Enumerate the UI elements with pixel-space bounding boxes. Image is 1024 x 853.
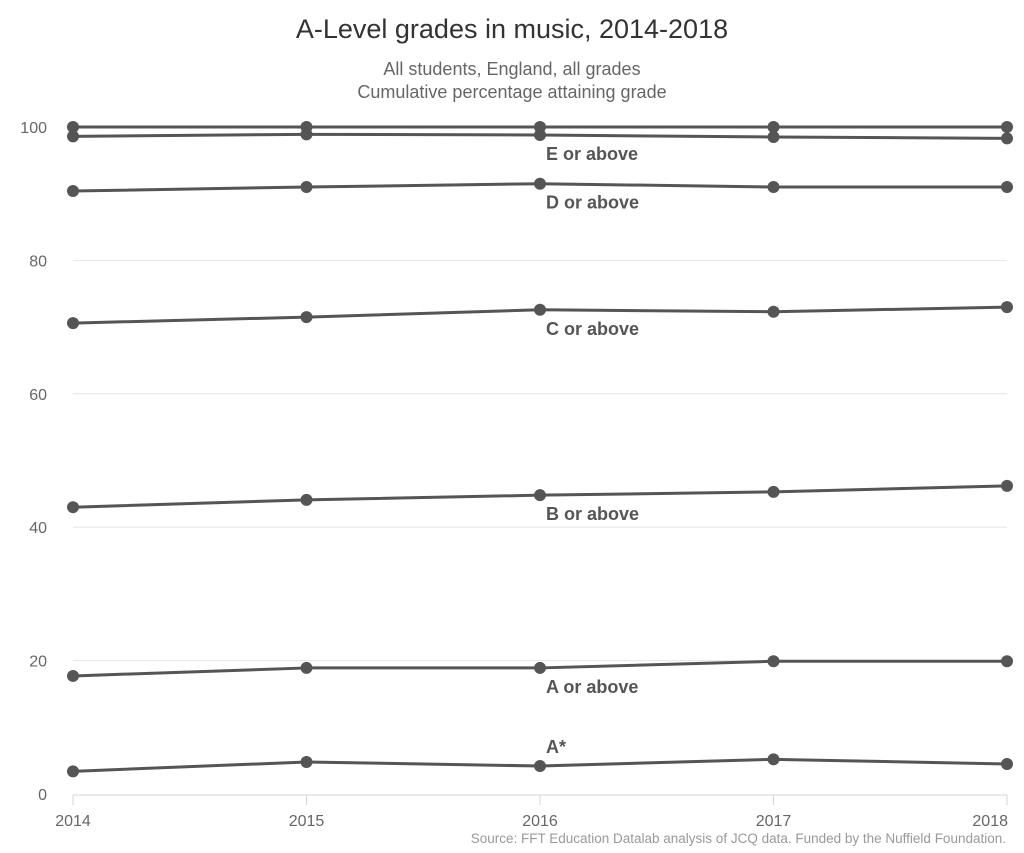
y-tick-label: 20: [29, 654, 47, 671]
data-point[interactable]: [1001, 121, 1013, 133]
data-point[interactable]: [767, 121, 780, 133]
data-point[interactable]: [1001, 655, 1013, 668]
data-point[interactable]: [67, 185, 79, 198]
gridlines: [73, 126, 1007, 662]
chart-title: A-Level grades in music, 2014-2018: [295, 14, 729, 44]
series-c-or-above: [67, 301, 1013, 330]
data-point[interactable]: [767, 131, 780, 144]
data-point[interactable]: [1001, 301, 1013, 314]
data-point[interactable]: [534, 129, 546, 142]
data-point[interactable]: [300, 661, 313, 674]
data-point[interactable]: [1001, 132, 1013, 145]
y-tick-label: 100: [20, 120, 47, 137]
data-point[interactable]: [534, 303, 546, 316]
data-point[interactable]: [300, 311, 313, 324]
data-point[interactable]: [767, 485, 780, 498]
series-d-or-above: [67, 177, 1013, 198]
series-b-or-above: [67, 479, 1013, 514]
source-note: Source: FFT Education Datalab analysis o…: [470, 831, 1006, 846]
data-point[interactable]: [534, 661, 546, 674]
series-label: A*: [546, 737, 566, 757]
subtitle-line-1: All students, England, all grades: [383, 59, 641, 79]
x-tick-label: 2016: [522, 813, 558, 830]
series-label: E or above: [546, 144, 638, 164]
data-point[interactable]: [67, 765, 79, 778]
series-a-: [67, 753, 1013, 778]
data-point[interactable]: [767, 181, 780, 194]
data-point[interactable]: [67, 669, 79, 682]
data-point[interactable]: [1001, 181, 1013, 194]
series-a-or-above: [67, 655, 1013, 682]
series-label: B or above: [546, 504, 639, 524]
subtitle-line-2: Cumulative percentage attaining grade: [357, 82, 667, 102]
series-group: [67, 121, 1013, 778]
data-point[interactable]: [1001, 479, 1013, 492]
data-point[interactable]: [67, 501, 79, 514]
data-point[interactable]: [67, 130, 79, 143]
data-point[interactable]: [300, 128, 313, 141]
data-point[interactable]: [534, 759, 546, 772]
data-point[interactable]: [300, 755, 313, 768]
data-point[interactable]: [67, 317, 79, 330]
x-axis: 2014 2015 2016 2017 2018: [55, 794, 1008, 830]
y-tick-label: 80: [29, 253, 47, 270]
x-tick-label: 2014: [55, 813, 91, 830]
data-point[interactable]: [67, 121, 79, 133]
data-point[interactable]: [534, 489, 546, 502]
chart-subtitle: All students, England, all grades Cumula…: [0, 58, 1024, 104]
data-point[interactable]: [767, 753, 780, 766]
y-tick-label: 0: [38, 787, 47, 804]
y-tick-label: 60: [29, 387, 47, 404]
series-label: C or above: [546, 319, 639, 339]
series-e-or-above: [67, 128, 1013, 145]
data-point[interactable]: [300, 493, 313, 506]
data-point[interactable]: [300, 181, 313, 194]
x-tick-label: 2018: [972, 813, 1008, 830]
data-point[interactable]: [767, 305, 780, 318]
x-tick-label: 2017: [756, 813, 792, 830]
y-axis: 0 20 40 60 80 100: [20, 120, 47, 804]
series-labels: E or above D or above C or above B or above…: [546, 144, 639, 757]
series-label: D or above: [546, 193, 639, 213]
y-tick-label: 40: [29, 520, 47, 537]
series-label: A or above: [546, 677, 638, 697]
x-tick-label: 2015: [289, 813, 325, 830]
data-point[interactable]: [767, 655, 780, 668]
data-point[interactable]: [534, 177, 546, 190]
data-point[interactable]: [1001, 757, 1013, 770]
